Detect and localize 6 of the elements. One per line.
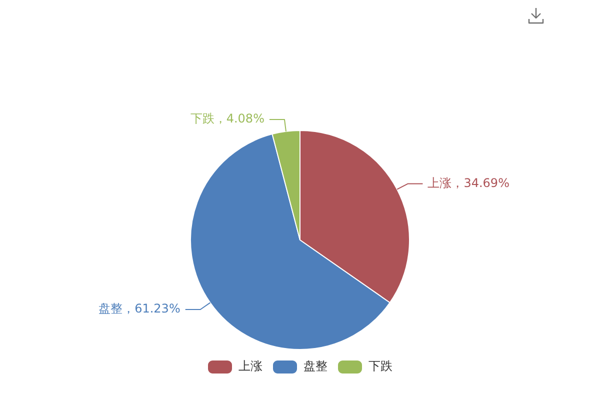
- legend-label: 上涨: [238, 359, 262, 374]
- data-label: 盘整，61.23%: [98, 302, 180, 316]
- legend-label: 盘整: [304, 359, 328, 374]
- data-label: 上涨，34.69%: [428, 176, 510, 190]
- legend-label: 下跌: [368, 359, 392, 374]
- data-label: 下跌，4.08%: [190, 112, 264, 126]
